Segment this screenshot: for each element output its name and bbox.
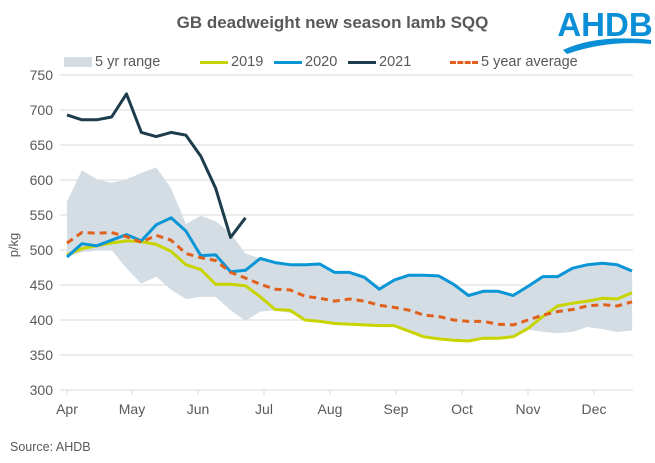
- legend-item-2019: 2019: [200, 54, 263, 70]
- y-tick-label: 350: [30, 347, 54, 363]
- x-tick-label: May: [119, 401, 145, 417]
- legend-swatch-2019: [200, 60, 228, 64]
- x-tick-label: Apr: [56, 401, 78, 417]
- chart-title: GB deadweight new season lamb SQQ: [0, 13, 655, 33]
- legend-swatch-2021: [348, 60, 376, 64]
- y-tick-label: 700: [30, 102, 54, 118]
- y-tick-label: 400: [30, 312, 54, 328]
- y-tick-label: 550: [30, 207, 54, 223]
- legend-swatch-average: [450, 60, 478, 64]
- x-tick-label: Jul: [255, 401, 273, 417]
- series-2020: [66, 216, 633, 297]
- x-tick-label: Dec: [582, 401, 607, 417]
- y-tick-label: 500: [30, 242, 54, 258]
- x-tick-label: Jun: [187, 401, 210, 417]
- legend-item-average: 5 year average: [390, 54, 578, 70]
- legend-label: 2020: [305, 54, 338, 70]
- x-tick-label: Nov: [516, 401, 541, 417]
- x-tick-label: Aug: [318, 401, 343, 417]
- series-2019: [66, 239, 633, 343]
- chart-title-text: GB deadweight new season lamb SQQ: [176, 13, 489, 32]
- x-tick-label: Sep: [384, 401, 409, 417]
- logo-text: AHDB: [557, 6, 652, 43]
- series-5-year-average: [66, 231, 633, 327]
- y-tick-label: 450: [30, 277, 54, 293]
- range-band: [67, 167, 633, 341]
- y-tick-label: 650: [30, 137, 54, 153]
- legend-item-range: 5 yr range: [64, 54, 160, 70]
- series-2021: [66, 92, 247, 239]
- source-note: Source: AHDB: [10, 440, 91, 454]
- legend-label: 5 yr range: [95, 54, 161, 70]
- x-tick-label: Oct: [451, 401, 473, 417]
- legend-label: 5 year average: [481, 54, 578, 70]
- legend-item-2021: 2021: [348, 54, 411, 70]
- legend-item-2020: 2020: [274, 54, 337, 70]
- legend-swatch-2020: [274, 60, 302, 64]
- y-tick-label: 600: [30, 172, 54, 188]
- legend-label: 2021: [379, 54, 412, 70]
- legend-swatch-range: [64, 57, 92, 67]
- logo-wave: [563, 38, 651, 54]
- y-tick-label: 750: [30, 67, 54, 83]
- y-tick-label: 300: [30, 382, 54, 398]
- legend-label: 2019: [231, 54, 264, 70]
- y-axis-label: p/kg: [6, 233, 21, 258]
- ahdb-logo: AHDB: [557, 6, 653, 54]
